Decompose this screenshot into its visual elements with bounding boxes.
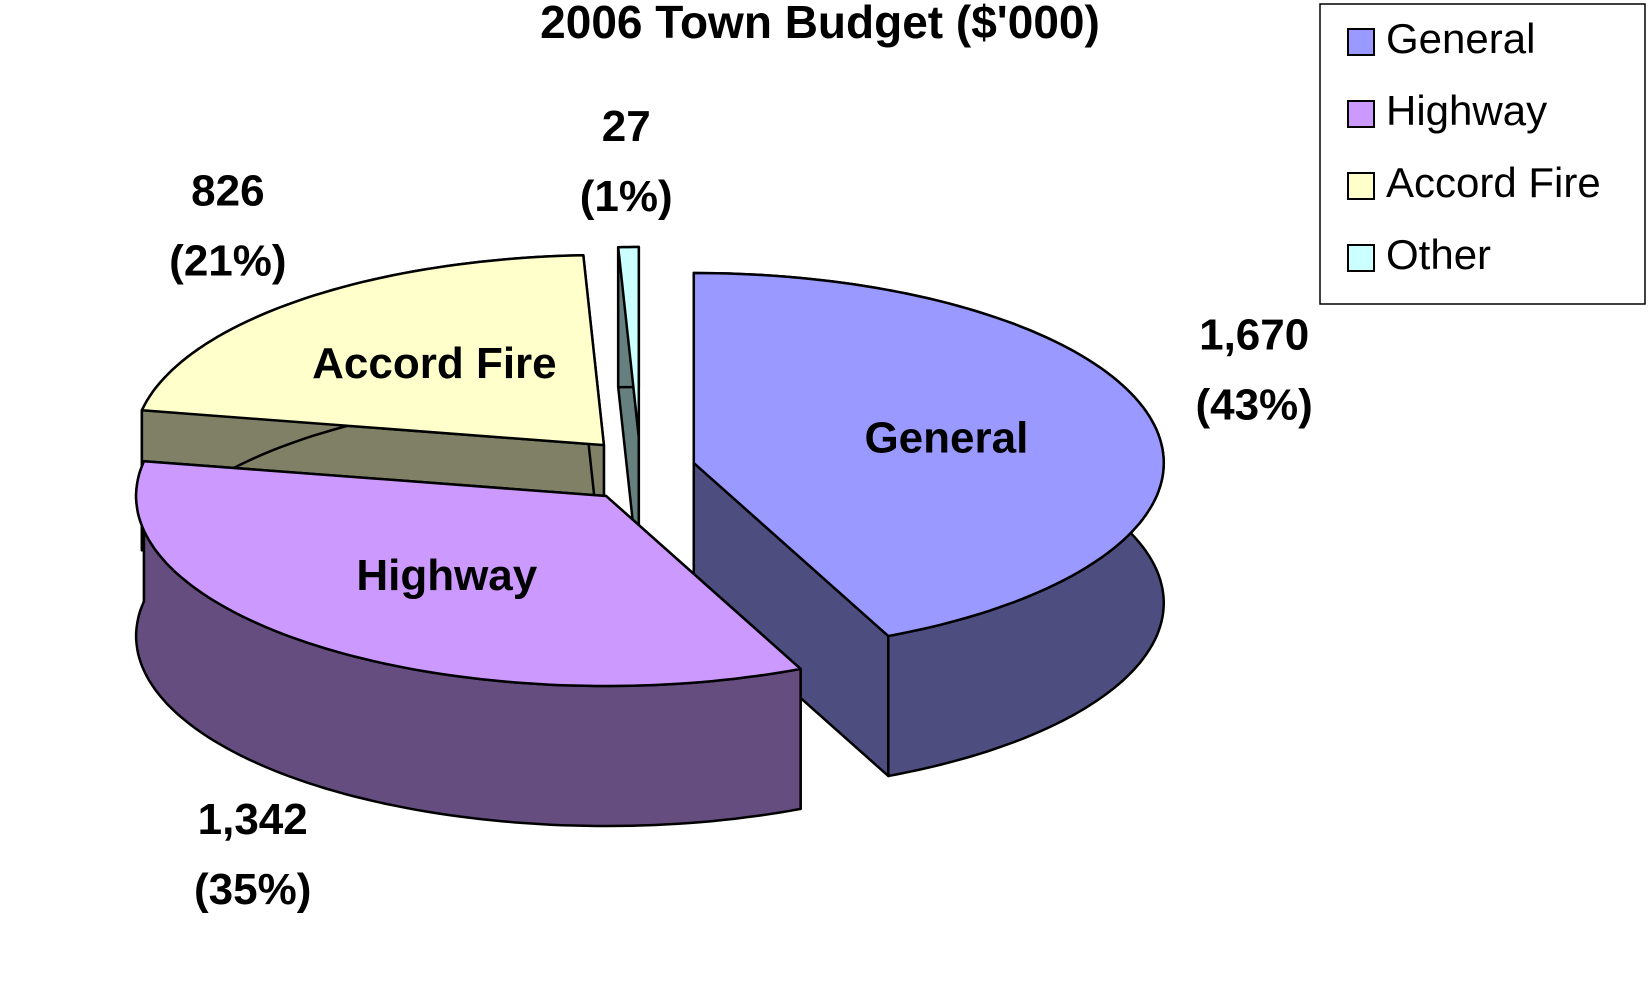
- value-label: 27: [602, 102, 651, 151]
- percent-label: (21%): [169, 237, 286, 286]
- slice-label: General: [864, 414, 1028, 463]
- pie-slice: [692, 271, 1166, 638]
- value-label: 1,670: [1199, 311, 1309, 360]
- value-label: 1,342: [198, 795, 308, 844]
- legend-swatch: [1347, 100, 1375, 128]
- percent-label: (43%): [1195, 381, 1312, 430]
- percent-label: (35%): [194, 865, 311, 914]
- pie-slice: [134, 459, 802, 688]
- percent-label: (1%): [580, 172, 673, 221]
- slice-label: Highway: [356, 551, 537, 600]
- chart-title: 2006 Town Budget ($'000): [540, 0, 1100, 48]
- legend-swatch: [1347, 244, 1375, 272]
- pie-slice: [140, 254, 606, 447]
- slice-label: Accord Fire: [312, 339, 557, 388]
- value-label: 826: [191, 167, 264, 216]
- legend-swatch: [1347, 172, 1375, 200]
- legend-label: General: [1386, 15, 1535, 62]
- pie-slice: [616, 245, 641, 439]
- legend-label: Highway: [1386, 87, 1547, 134]
- legend-label: Accord Fire: [1386, 159, 1601, 206]
- legend-label: Other: [1386, 231, 1491, 278]
- legend-swatch: [1347, 28, 1375, 56]
